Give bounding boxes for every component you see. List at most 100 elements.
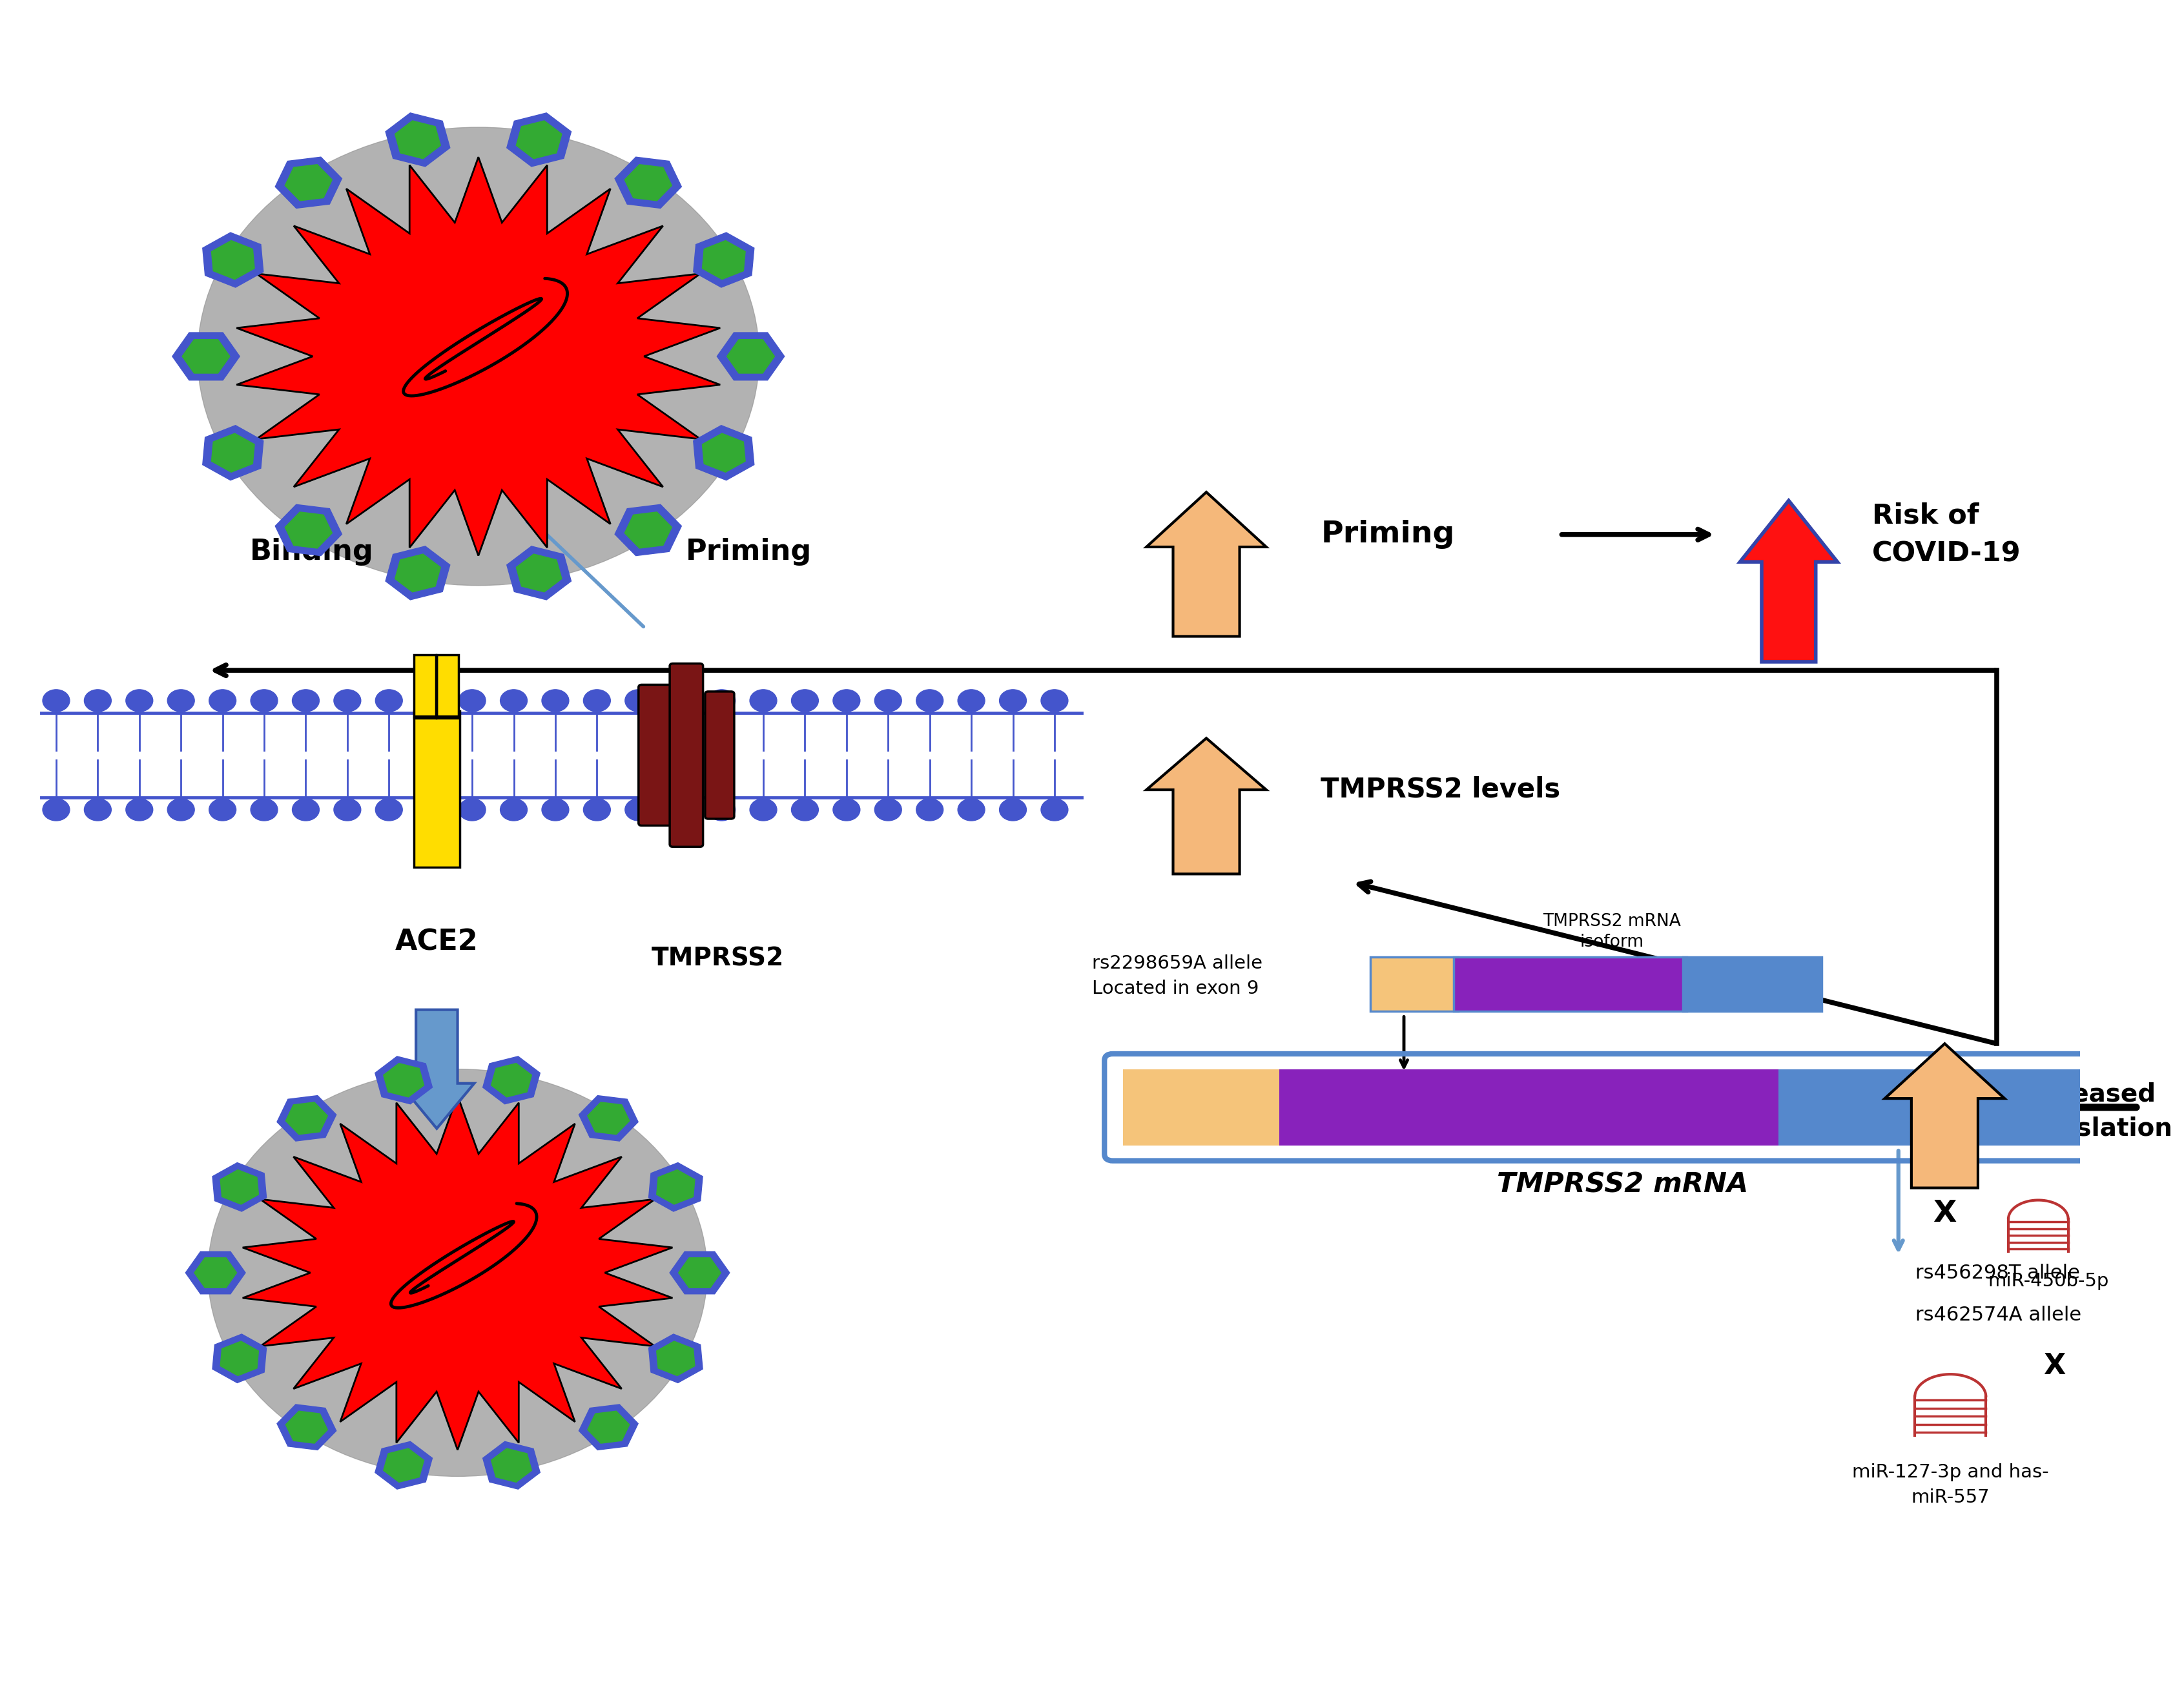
Text: Increased
translation: Increased translation bbox=[2018, 1083, 2173, 1140]
Polygon shape bbox=[376, 1441, 432, 1490]
Polygon shape bbox=[692, 232, 753, 287]
FancyBboxPatch shape bbox=[705, 692, 734, 820]
Circle shape bbox=[44, 689, 70, 711]
FancyBboxPatch shape bbox=[1123, 1069, 1280, 1145]
FancyArrow shape bbox=[1147, 738, 1267, 874]
Polygon shape bbox=[286, 1101, 328, 1134]
Polygon shape bbox=[395, 120, 441, 160]
Circle shape bbox=[749, 689, 778, 711]
Polygon shape bbox=[703, 241, 745, 280]
Text: SRp40 √: SRp40 √ bbox=[1415, 991, 1489, 1010]
Polygon shape bbox=[212, 1334, 266, 1383]
Circle shape bbox=[625, 799, 653, 821]
Polygon shape bbox=[679, 1257, 721, 1288]
Circle shape bbox=[1000, 689, 1026, 711]
Polygon shape bbox=[491, 1064, 531, 1096]
Polygon shape bbox=[515, 553, 561, 592]
Polygon shape bbox=[242, 1096, 673, 1449]
FancyBboxPatch shape bbox=[1372, 957, 1459, 1011]
Circle shape bbox=[127, 689, 153, 711]
Circle shape bbox=[791, 799, 819, 821]
Circle shape bbox=[85, 689, 111, 711]
Text: 5’UTR: 5’UTR bbox=[1171, 1098, 1232, 1117]
Polygon shape bbox=[616, 158, 681, 209]
Circle shape bbox=[959, 799, 985, 821]
Polygon shape bbox=[212, 433, 256, 472]
Circle shape bbox=[708, 689, 736, 711]
FancyBboxPatch shape bbox=[415, 711, 459, 867]
Polygon shape bbox=[616, 504, 681, 555]
Circle shape bbox=[708, 799, 736, 821]
Circle shape bbox=[376, 689, 402, 711]
Circle shape bbox=[127, 799, 153, 821]
Polygon shape bbox=[727, 339, 775, 373]
Circle shape bbox=[207, 1069, 708, 1476]
Circle shape bbox=[1042, 799, 1068, 821]
Polygon shape bbox=[284, 512, 332, 548]
Polygon shape bbox=[284, 165, 332, 200]
FancyBboxPatch shape bbox=[415, 655, 437, 718]
Circle shape bbox=[625, 689, 653, 711]
Circle shape bbox=[168, 799, 194, 821]
Circle shape bbox=[168, 689, 194, 711]
Text: TMPRSS2 levels: TMPRSS2 levels bbox=[1321, 776, 1559, 803]
Circle shape bbox=[293, 689, 319, 711]
Circle shape bbox=[293, 799, 319, 821]
Circle shape bbox=[791, 689, 819, 711]
Polygon shape bbox=[186, 1252, 245, 1293]
Polygon shape bbox=[286, 1412, 328, 1444]
FancyArrow shape bbox=[400, 1010, 474, 1129]
Polygon shape bbox=[387, 546, 450, 599]
Text: rs2298659A allele
Located in exon 9: rs2298659A allele Located in exon 9 bbox=[1092, 954, 1262, 998]
Circle shape bbox=[666, 689, 695, 711]
Polygon shape bbox=[203, 232, 264, 287]
Polygon shape bbox=[507, 546, 572, 599]
Circle shape bbox=[210, 799, 236, 821]
Polygon shape bbox=[236, 158, 721, 555]
Polygon shape bbox=[221, 1169, 258, 1205]
Polygon shape bbox=[212, 241, 256, 280]
Circle shape bbox=[583, 799, 612, 821]
Circle shape bbox=[749, 799, 778, 821]
FancyBboxPatch shape bbox=[638, 684, 673, 826]
Text: Coding sequence: Coding sequence bbox=[1441, 1098, 1614, 1117]
Text: TMPRSS2 mRNA: TMPRSS2 mRNA bbox=[1496, 1171, 1747, 1198]
Circle shape bbox=[959, 689, 985, 711]
Polygon shape bbox=[181, 339, 229, 373]
FancyBboxPatch shape bbox=[670, 664, 703, 847]
Polygon shape bbox=[395, 553, 441, 592]
Polygon shape bbox=[692, 426, 753, 480]
Circle shape bbox=[832, 799, 860, 821]
FancyArrow shape bbox=[1147, 492, 1267, 636]
Text: miR-127-3p and has-
miR-557: miR-127-3p and has- miR-557 bbox=[1852, 1463, 2049, 1507]
Polygon shape bbox=[703, 433, 745, 472]
FancyBboxPatch shape bbox=[1280, 1069, 1778, 1145]
Circle shape bbox=[583, 689, 612, 711]
Polygon shape bbox=[579, 1096, 638, 1140]
FancyArrow shape bbox=[1741, 501, 1837, 662]
Polygon shape bbox=[384, 1449, 424, 1481]
Polygon shape bbox=[275, 504, 343, 555]
Polygon shape bbox=[507, 114, 572, 166]
Circle shape bbox=[542, 689, 568, 711]
Circle shape bbox=[500, 799, 526, 821]
Polygon shape bbox=[203, 426, 264, 480]
Polygon shape bbox=[275, 158, 343, 209]
Polygon shape bbox=[625, 512, 673, 548]
Text: X: X bbox=[1933, 1198, 1957, 1229]
Polygon shape bbox=[491, 1449, 531, 1481]
Polygon shape bbox=[587, 1101, 629, 1134]
Circle shape bbox=[832, 689, 860, 711]
Polygon shape bbox=[625, 165, 673, 200]
Circle shape bbox=[1042, 689, 1068, 711]
Text: Priming: Priming bbox=[1321, 519, 1455, 550]
Text: miR-450b-5p: miR-450b-5p bbox=[1987, 1273, 2110, 1290]
Polygon shape bbox=[173, 333, 240, 380]
Polygon shape bbox=[716, 333, 784, 380]
Polygon shape bbox=[212, 1162, 266, 1212]
Circle shape bbox=[197, 127, 760, 585]
Text: Risk of
COVID-19: Risk of COVID-19 bbox=[1872, 502, 2020, 567]
Text: 5’UTR: 5’UTR bbox=[1396, 977, 1433, 991]
FancyBboxPatch shape bbox=[437, 655, 459, 718]
Text: X: X bbox=[2044, 1353, 2066, 1380]
